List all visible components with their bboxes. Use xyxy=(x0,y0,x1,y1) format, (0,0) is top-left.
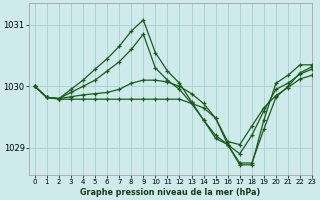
X-axis label: Graphe pression niveau de la mer (hPa): Graphe pression niveau de la mer (hPa) xyxy=(80,188,260,197)
